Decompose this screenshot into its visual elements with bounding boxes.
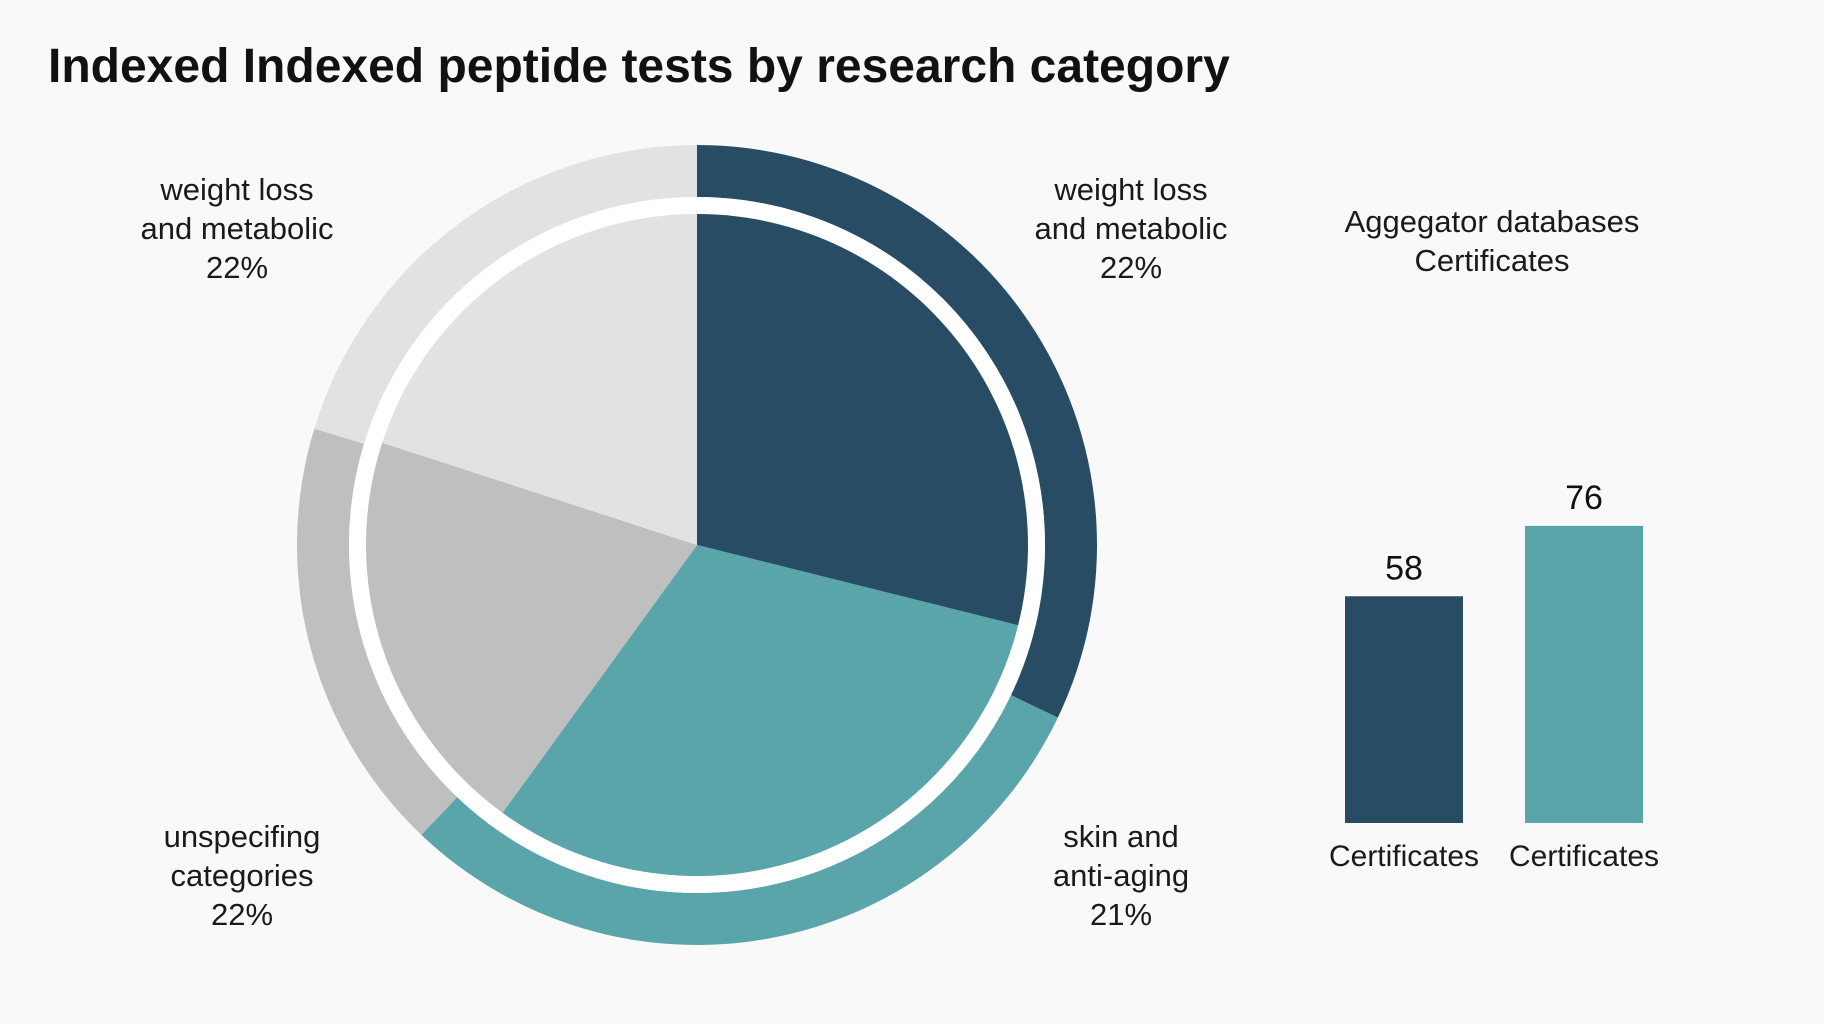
bar <box>1345 596 1463 823</box>
pie-slice <box>382 214 697 545</box>
pie-slice <box>697 214 1028 626</box>
pie-slice-label: weight loss and metabolic 22% <box>1034 172 1227 285</box>
pie-slice <box>365 442 697 813</box>
chart-title: Indexed Indexed peptide tests by researc… <box>48 40 1230 93</box>
pie-chart <box>296 145 1097 945</box>
bar <box>1525 525 1643 823</box>
pie-slice-label: unspecifing categories 22% <box>164 819 321 932</box>
pie-slice <box>502 545 1019 876</box>
bar-value-label: 76 <box>1565 479 1603 517</box>
pie-slice-label: skin and anti-aging 21% <box>1053 819 1189 932</box>
pie-slice-label: weight loss and metabolic 22% <box>140 172 333 285</box>
bar-category-label: Certificates <box>1509 840 1659 873</box>
pie-ring-segment <box>314 145 697 444</box>
pie-ring-segment <box>296 428 458 835</box>
bar-chart-title: Aggegator databases Certificates <box>1345 204 1640 278</box>
pie-ring-segment <box>421 695 1058 945</box>
bar-value-label: 58 <box>1385 549 1423 587</box>
pie-labels: weight loss and metabolic 22% skin and anti-… <box>140 172 1227 932</box>
bar-chart: Aggegator databases Certificates 58 Certifi… <box>1329 204 1659 873</box>
pie-ring-segment <box>697 145 1097 718</box>
bar-category-label: Certificates <box>1329 840 1479 873</box>
